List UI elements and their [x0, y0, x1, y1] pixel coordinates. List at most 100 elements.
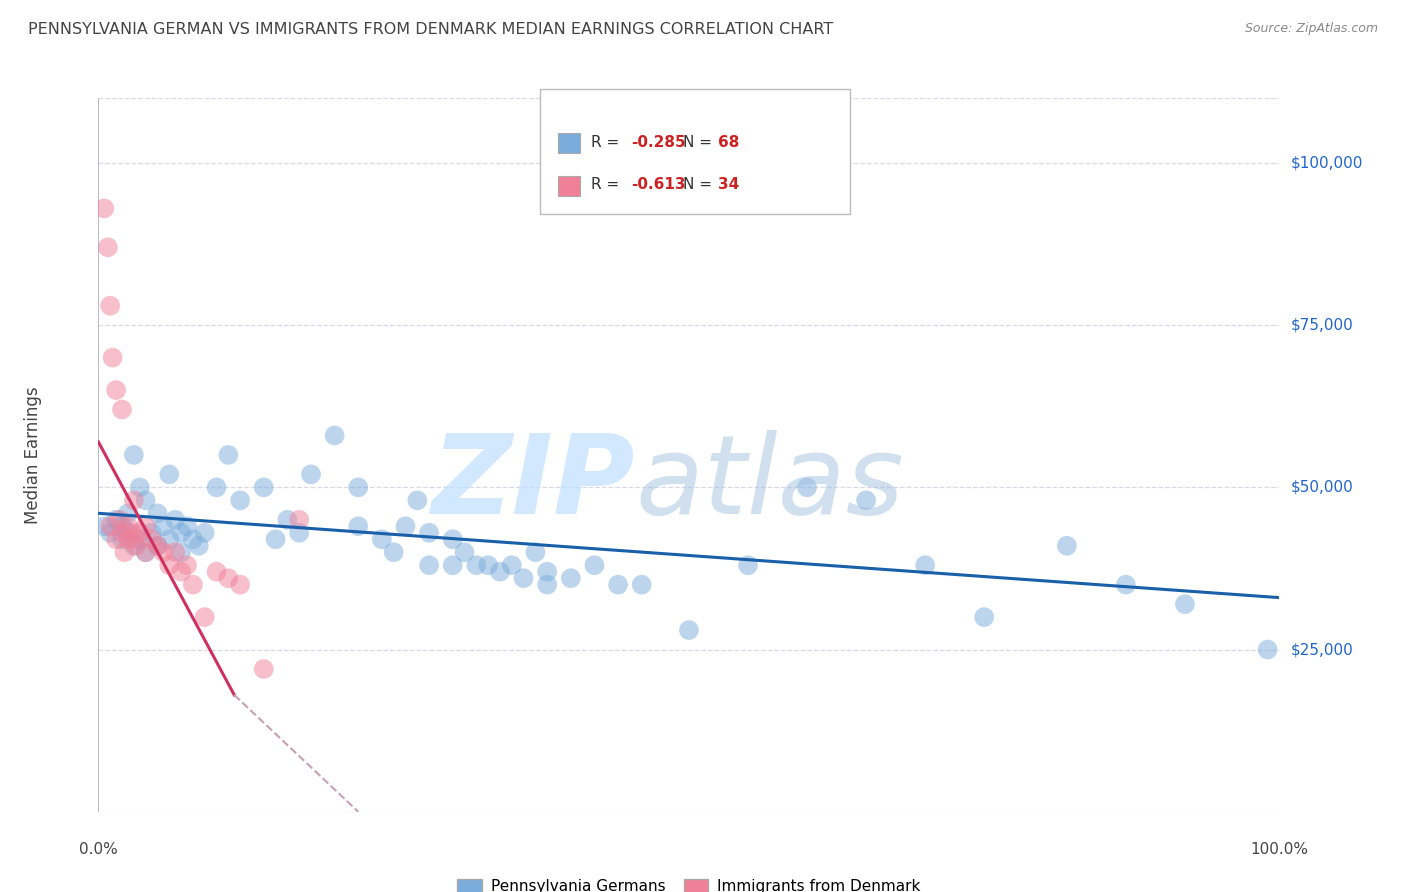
Point [152, 545, 174, 559]
Point [1056, 539, 1078, 553]
Point [1257, 642, 1279, 657]
Point [477, 558, 499, 573]
Text: 68: 68 [718, 135, 740, 150]
Point [122, 533, 145, 547]
Point [194, 525, 217, 540]
Point [128, 525, 150, 540]
Point [501, 558, 523, 573]
Point [678, 623, 700, 637]
Point [146, 539, 169, 553]
Point [205, 565, 228, 579]
Point [122, 448, 145, 462]
Point [181, 577, 204, 591]
Point [299, 467, 322, 482]
Text: 100.0%: 100.0% [1250, 842, 1309, 857]
Point [489, 565, 512, 579]
Point [323, 428, 346, 442]
Point [347, 519, 370, 533]
Point [121, 525, 143, 540]
Point [914, 558, 936, 573]
Point [229, 493, 252, 508]
Point [630, 577, 652, 591]
Point [371, 533, 394, 547]
Point [583, 558, 606, 573]
Point [93, 519, 115, 533]
Point [101, 351, 124, 365]
Point [117, 533, 139, 547]
Point [170, 525, 193, 540]
Text: $100,000: $100,000 [1291, 155, 1362, 170]
Point [105, 513, 128, 527]
Text: $25,000: $25,000 [1291, 642, 1354, 657]
Point [176, 558, 198, 573]
Point [418, 525, 440, 540]
Point [253, 480, 276, 494]
Point [187, 539, 209, 553]
Text: 0.0%: 0.0% [79, 842, 118, 857]
Text: R =: R = [592, 178, 624, 193]
Point [347, 480, 370, 494]
Point [418, 558, 440, 573]
Point [512, 571, 534, 585]
Point [1115, 577, 1137, 591]
Text: $75,000: $75,000 [1291, 318, 1354, 333]
Point [111, 525, 134, 540]
Point [264, 533, 287, 547]
Point [157, 467, 180, 482]
Point [141, 525, 163, 540]
Point [855, 493, 877, 508]
Point [441, 533, 464, 547]
Text: -0.613: -0.613 [631, 178, 685, 193]
Point [146, 506, 169, 520]
Point [111, 519, 134, 533]
Point [229, 577, 252, 591]
Point [276, 513, 298, 527]
Point [205, 480, 228, 494]
Point [394, 519, 416, 533]
Point [111, 402, 134, 417]
Point [288, 525, 311, 540]
Point [125, 539, 148, 553]
Point [170, 545, 193, 559]
Point [157, 533, 180, 547]
Point [122, 539, 145, 553]
Point [737, 558, 759, 573]
Point [146, 539, 169, 553]
Point [117, 525, 139, 540]
Point [135, 545, 157, 559]
Point [382, 545, 405, 559]
Point [152, 519, 174, 533]
Point [135, 519, 157, 533]
Point [165, 545, 187, 559]
Point [105, 533, 128, 547]
Text: N =: N = [683, 178, 717, 193]
Point [536, 565, 558, 579]
Point [406, 493, 429, 508]
Point [181, 533, 204, 547]
Text: 34: 34 [718, 178, 740, 193]
Text: Source: ZipAtlas.com: Source: ZipAtlas.com [1244, 22, 1378, 36]
Point [135, 493, 157, 508]
Point [441, 558, 464, 573]
Point [253, 662, 276, 676]
Point [217, 571, 239, 585]
Point [97, 240, 120, 254]
Point [112, 545, 135, 559]
Point [536, 577, 558, 591]
Text: PENNSYLVANIA GERMAN VS IMMIGRANTS FROM DENMARK MEDIAN EARNINGS CORRELATION CHART: PENNSYLVANIA GERMAN VS IMMIGRANTS FROM D… [28, 22, 834, 37]
Text: Median Earnings: Median Earnings [24, 386, 42, 524]
Point [165, 513, 187, 527]
Point [135, 545, 157, 559]
Point [117, 506, 139, 520]
Point [973, 610, 995, 624]
Point [108, 513, 131, 527]
Text: ZIP: ZIP [432, 430, 636, 537]
Point [141, 533, 163, 547]
Text: -0.285: -0.285 [631, 135, 685, 150]
Point [194, 610, 217, 624]
Text: atlas: atlas [636, 430, 904, 537]
Text: $50,000: $50,000 [1291, 480, 1354, 495]
Point [465, 558, 488, 573]
Point [128, 533, 150, 547]
Point [453, 545, 475, 559]
